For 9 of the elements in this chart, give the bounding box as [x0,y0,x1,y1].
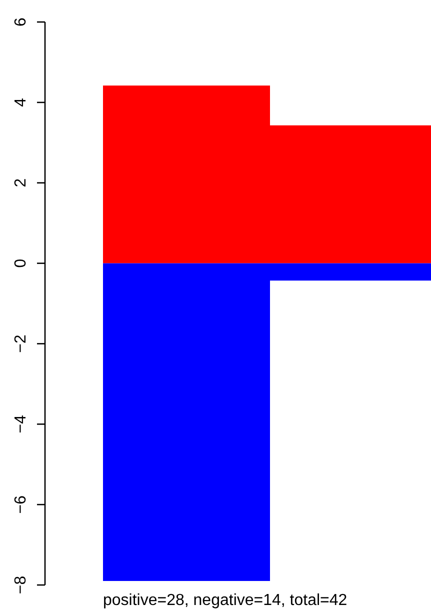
y-tick-label: −8 [12,576,30,594]
y-tick-label: 2 [12,178,30,188]
y-tick-label: 6 [12,17,30,26]
y-tick-label: −4 [12,414,30,434]
y-tick-label: −2 [12,334,30,353]
y-tick-label: 4 [12,98,30,107]
text: positive=28, negative=14, total=42 [103,592,348,609]
y-tick-label: −6 [12,495,30,514]
y-tick-label: 0 [12,258,30,268]
